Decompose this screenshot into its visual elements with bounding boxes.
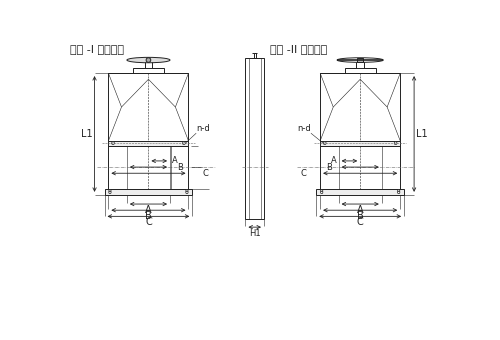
Text: A: A bbox=[145, 205, 152, 215]
Text: L1: L1 bbox=[416, 129, 428, 139]
Circle shape bbox=[398, 191, 400, 194]
Text: 单向 -I 外形图：: 单向 -I 外形图： bbox=[70, 44, 124, 54]
Circle shape bbox=[320, 190, 323, 192]
Bar bbox=[320, 141, 400, 146]
Bar bbox=[320, 146, 400, 189]
Text: 单向 -II 外形图：: 单向 -II 外形图： bbox=[270, 44, 328, 54]
Text: B: B bbox=[145, 211, 152, 221]
Circle shape bbox=[186, 190, 188, 192]
Bar bbox=[357, 58, 364, 62]
Bar bbox=[246, 58, 264, 219]
Bar bbox=[316, 189, 404, 195]
Text: C: C bbox=[145, 217, 152, 227]
Text: C: C bbox=[357, 217, 364, 227]
Bar bbox=[108, 141, 188, 146]
Text: C: C bbox=[202, 169, 208, 178]
Text: B: B bbox=[177, 163, 183, 172]
Circle shape bbox=[186, 191, 188, 194]
Text: A: A bbox=[172, 156, 177, 166]
Circle shape bbox=[182, 142, 186, 144]
Bar bbox=[108, 146, 188, 189]
Bar bbox=[104, 189, 192, 195]
Circle shape bbox=[146, 58, 151, 62]
Text: L1: L1 bbox=[82, 129, 93, 139]
Text: n-d: n-d bbox=[196, 124, 210, 133]
Circle shape bbox=[109, 190, 111, 192]
Text: A: A bbox=[357, 205, 364, 215]
Text: n-d: n-d bbox=[297, 124, 311, 133]
Text: A: A bbox=[332, 156, 337, 166]
Text: B: B bbox=[357, 211, 364, 221]
Circle shape bbox=[320, 191, 323, 194]
Ellipse shape bbox=[127, 57, 170, 63]
Circle shape bbox=[324, 142, 326, 144]
Circle shape bbox=[112, 142, 114, 144]
Bar bbox=[108, 73, 188, 141]
Text: B: B bbox=[326, 163, 332, 172]
Bar bbox=[320, 73, 400, 141]
Circle shape bbox=[398, 190, 400, 192]
Circle shape bbox=[394, 142, 397, 144]
Circle shape bbox=[109, 191, 111, 194]
Text: H1: H1 bbox=[249, 229, 260, 238]
Text: C: C bbox=[300, 169, 306, 178]
